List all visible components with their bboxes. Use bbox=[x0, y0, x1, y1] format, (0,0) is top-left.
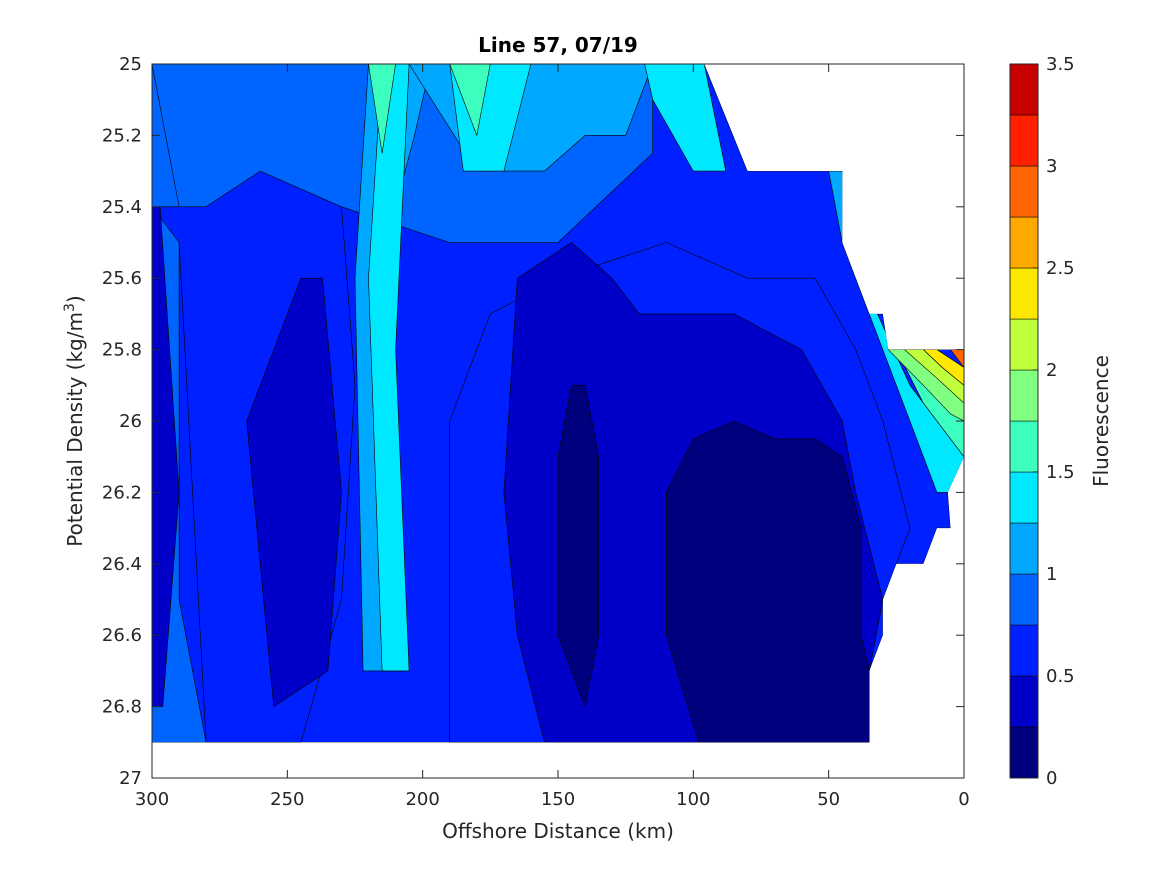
colorbar-swatch bbox=[1009, 471, 1039, 524]
y-axis-label-close: ) bbox=[63, 295, 87, 303]
colorbar: 0 0.5 1 1.5 2 2.5 3 3.5 bbox=[1009, 54, 1075, 789]
contour-region-16 bbox=[368, 64, 396, 154]
colorbar-swatch bbox=[1009, 318, 1039, 371]
colorbar-swatch bbox=[1009, 420, 1039, 473]
contour-region-8 bbox=[666, 420, 870, 743]
plot-area bbox=[151, 63, 965, 779]
x-axis-label: Offshore Distance (km) bbox=[442, 819, 674, 843]
colorbar-tick-label: 0.5 bbox=[1046, 666, 1075, 687]
y-tick-label: 25.2 bbox=[102, 125, 142, 146]
colorbar-frame bbox=[1009, 63, 1039, 779]
y-tick-label: 26.8 bbox=[102, 697, 142, 718]
x-tick-label: 0 bbox=[958, 789, 969, 810]
colorbar-tick-label: 0 bbox=[1046, 768, 1057, 789]
contour-region-12 bbox=[368, 64, 410, 672]
colorbar-tick-label: 2 bbox=[1046, 360, 1057, 381]
colorbar-tick-label: 2.5 bbox=[1046, 258, 1075, 279]
x-tick-label: 250 bbox=[270, 789, 304, 810]
y-tick-label: 25.8 bbox=[102, 340, 142, 361]
x-tick-label: 100 bbox=[676, 789, 710, 810]
y-axis-label: Potential Density (kg/m3) bbox=[62, 295, 87, 546]
colorbar-swatch bbox=[1009, 726, 1039, 779]
y-tick-label: 25.6 bbox=[102, 268, 142, 289]
colorbar-swatch bbox=[1009, 624, 1039, 677]
y-tick-label: 26 bbox=[119, 411, 142, 432]
colorbar-tick-label: 1.5 bbox=[1046, 462, 1075, 483]
x-axis: 300 250 200 150 100 50 0 bbox=[135, 64, 970, 810]
y-tick-label: 26.4 bbox=[102, 554, 142, 575]
x-tick-label: 150 bbox=[541, 789, 575, 810]
colorbar-swatch bbox=[1009, 573, 1039, 626]
contour-region-17 bbox=[449, 64, 491, 136]
colorbar-swatch bbox=[1009, 114, 1039, 167]
y-tick-label: 27 bbox=[119, 768, 142, 789]
x-tick-label: 200 bbox=[405, 789, 439, 810]
colorbar-swatch bbox=[1009, 522, 1039, 575]
colorbar-tick-label: 1 bbox=[1046, 564, 1057, 585]
contour-region-7 bbox=[557, 385, 599, 707]
colorbar-tick-label: 3.5 bbox=[1046, 54, 1075, 75]
colorbar-swatch bbox=[1009, 63, 1039, 116]
colorbar-swatch bbox=[1009, 369, 1039, 422]
colorbar-swatch bbox=[1009, 675, 1039, 728]
y-tick-label: 25.4 bbox=[102, 197, 142, 218]
y-tick-label: 25 bbox=[119, 54, 142, 75]
chart-title: Line 57, 07/19 bbox=[478, 33, 638, 57]
colorbar-label: Fluorescence bbox=[1089, 355, 1113, 487]
contour-region-5 bbox=[246, 277, 342, 707]
y-axis-label-superscript: 3 bbox=[62, 303, 78, 312]
y-axis-label-main: Potential Density (kg/m bbox=[63, 312, 87, 547]
x-tick-label: 300 bbox=[135, 789, 169, 810]
contour-region-14 bbox=[644, 64, 727, 172]
colorbar-swatch bbox=[1009, 216, 1039, 269]
colorbar-swatch bbox=[1009, 267, 1039, 320]
x-tick-label: 50 bbox=[817, 789, 840, 810]
y-tick-label: 26.6 bbox=[102, 625, 142, 646]
y-axis: 25 25.2 25.4 25.6 25.8 26 26.2 26.4 26.6 26.8 27 bbox=[102, 54, 964, 789]
colorbar-tick-label: 3 bbox=[1046, 156, 1057, 177]
contour-region-21 bbox=[923, 349, 964, 386]
contour-fill-layer bbox=[152, 64, 964, 743]
y-tick-label: 26.2 bbox=[102, 482, 142, 503]
colorbar-swatch bbox=[1009, 165, 1039, 218]
